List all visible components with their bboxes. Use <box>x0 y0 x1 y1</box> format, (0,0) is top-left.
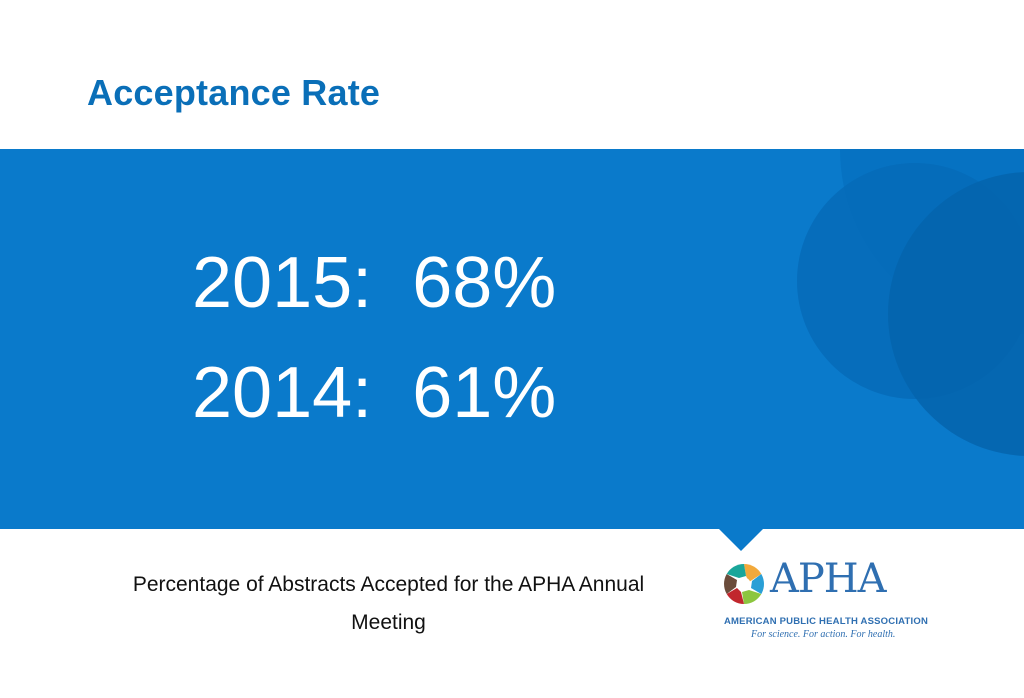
decor-circle-right <box>888 172 1024 456</box>
stat-2014: 2014: 61% <box>192 357 556 429</box>
stat-year: 2015: <box>192 243 373 323</box>
callout-pointer <box>718 528 764 551</box>
apha-tagline: For science. For action. For health. <box>751 629 896 640</box>
stat-2015: 2015: 68% <box>192 247 556 319</box>
stats-band: 2015: 68% 2014: 61% <box>0 149 1024 529</box>
stat-value: 61% <box>412 353 557 433</box>
decorative-circles <box>797 149 1024 456</box>
stat-year: 2014: <box>192 353 373 433</box>
apha-organization-name: AMERICAN PUBLIC HEALTH ASSOCIATION <box>724 616 929 627</box>
stat-value: 68% <box>412 243 557 323</box>
slide-title: Acceptance Rate <box>87 72 381 113</box>
apha-logo: APHA AMERICAN PUBLIC HEALTH ASSOCIATION … <box>720 556 928 645</box>
apha-wordmark: APHA <box>770 556 887 602</box>
caption-text: Percentage of Abstracts Accepted for the… <box>132 573 645 634</box>
apha-mark-icon <box>724 564 764 604</box>
